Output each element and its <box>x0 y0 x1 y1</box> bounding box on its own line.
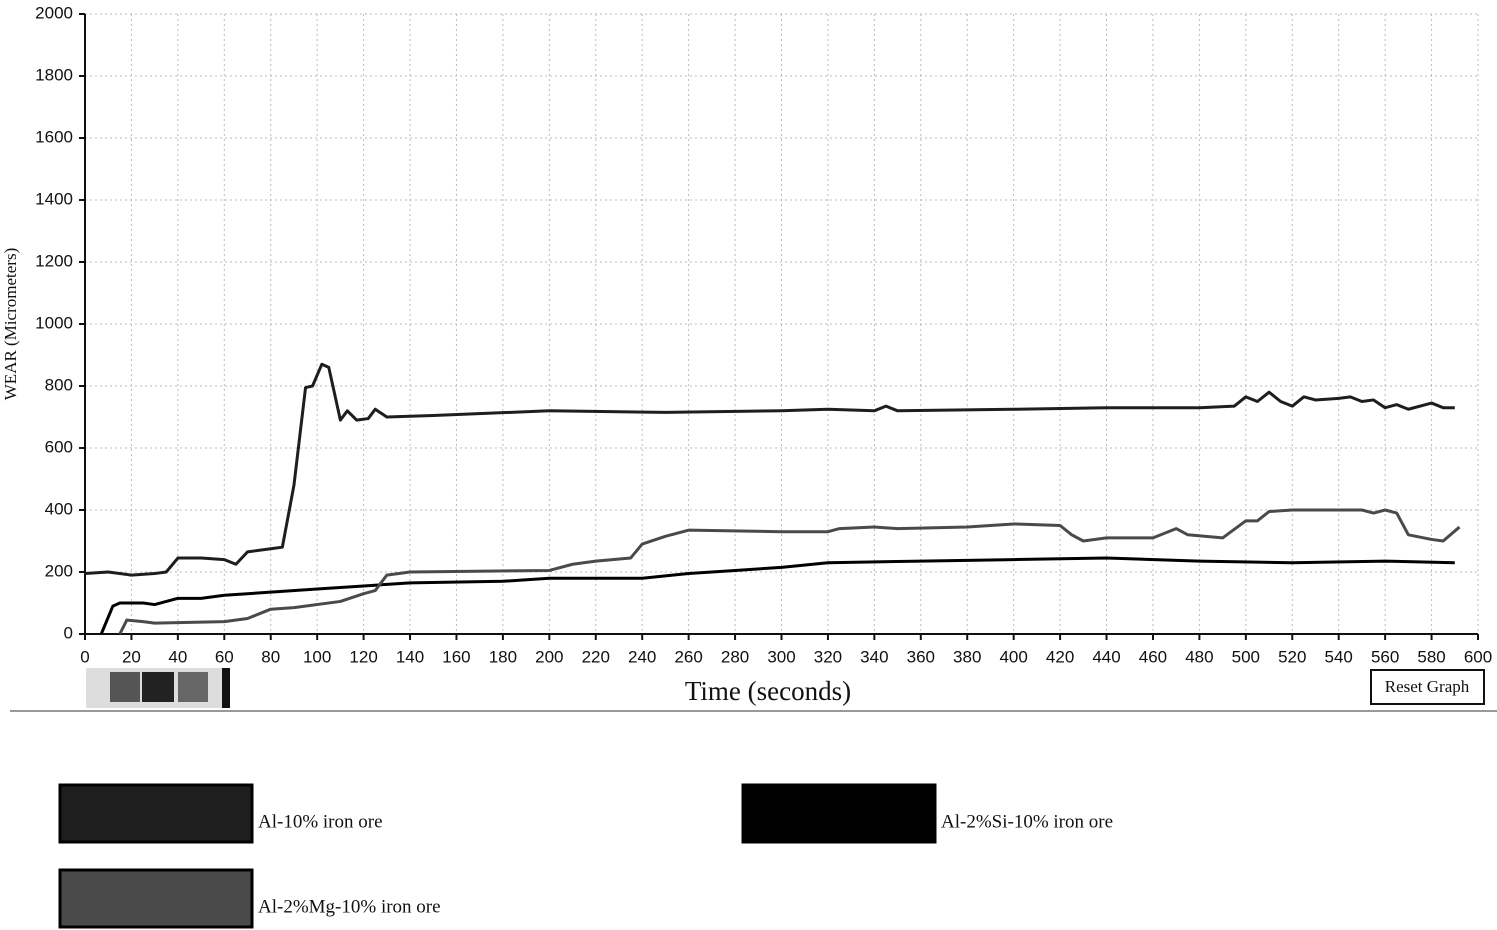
x-tick-label: 200 <box>535 647 563 666</box>
legend-label: Al-2%Si-10% iron ore <box>941 811 1113 832</box>
x-tick-label: 20 <box>122 647 141 666</box>
x-tick-label: 260 <box>674 647 702 666</box>
y-tick-label: 200 <box>45 561 73 580</box>
tool-icon[interactable] <box>178 672 208 702</box>
reset-button-label[interactable]: Reset Graph <box>1385 677 1470 696</box>
tool-icon[interactable] <box>110 672 140 702</box>
y-tick-label: 1800 <box>35 65 73 84</box>
x-tick-label: 580 <box>1417 647 1445 666</box>
legend-swatch <box>58 868 254 929</box>
x-tick-label: 300 <box>767 647 795 666</box>
y-tick-label: 1000 <box>35 313 73 332</box>
series-line <box>118 508 1461 635</box>
x-tick-label: 100 <box>303 647 331 666</box>
x-tick-label: 220 <box>582 647 610 666</box>
series-line <box>84 362 1455 577</box>
x-tick-label: 60 <box>215 647 234 666</box>
y-tick-label: 1600 <box>35 127 73 146</box>
x-tick-label: 240 <box>628 647 656 666</box>
x-tick-label: 120 <box>349 647 377 666</box>
x-tick-label: 40 <box>168 647 187 666</box>
x-tick-label: 360 <box>907 647 935 666</box>
x-tick-label: 0 <box>80 647 89 666</box>
toolbar[interactable] <box>86 668 230 708</box>
x-tick-label: 140 <box>396 647 424 666</box>
x-tick-label: 540 <box>1325 647 1353 666</box>
y-tick-label: 1200 <box>35 251 73 270</box>
legend-swatch <box>741 783 937 844</box>
x-tick-label: 160 <box>442 647 470 666</box>
y-tick-label: 400 <box>45 499 73 518</box>
x-tick-label: 400 <box>999 647 1027 666</box>
series-line <box>99 556 1455 635</box>
x-tick-label: 460 <box>1139 647 1167 666</box>
x-tick-label: 520 <box>1278 647 1306 666</box>
reset-button[interactable] <box>1370 669 1485 705</box>
x-tick-label: 440 <box>1092 647 1120 666</box>
y-tick-label: 800 <box>45 375 73 394</box>
y-tick-label: 0 <box>64 623 73 642</box>
y-tick-label: 600 <box>45 437 73 456</box>
x-tick-label: 320 <box>814 647 842 666</box>
x-tick-label: 380 <box>953 647 981 666</box>
x-tick-label: 80 <box>261 647 280 666</box>
legend-swatch <box>58 783 254 844</box>
x-tick-label: 180 <box>489 647 517 666</box>
x-tick-label: 600 <box>1464 647 1492 666</box>
legend-label: Al-10% iron ore <box>258 811 383 832</box>
tool-icon[interactable] <box>142 672 174 702</box>
x-tick-label: 480 <box>1185 647 1213 666</box>
x-tick-label: 340 <box>860 647 888 666</box>
x-axis-title: Time (seconds) <box>685 676 851 706</box>
x-tick-label: 420 <box>1046 647 1074 666</box>
x-tick-label: 560 <box>1371 647 1399 666</box>
legend-label: Al-2%Mg-10% iron ore <box>258 896 441 917</box>
toolbar-edge <box>222 668 230 708</box>
y-tick-label: 2000 <box>35 3 73 22</box>
x-tick-label: 500 <box>1232 647 1260 666</box>
y-tick-label: 1400 <box>35 189 73 208</box>
x-tick-label: 280 <box>721 647 749 666</box>
y-axis-title: WEAR (Micrometers) <box>1 248 20 400</box>
